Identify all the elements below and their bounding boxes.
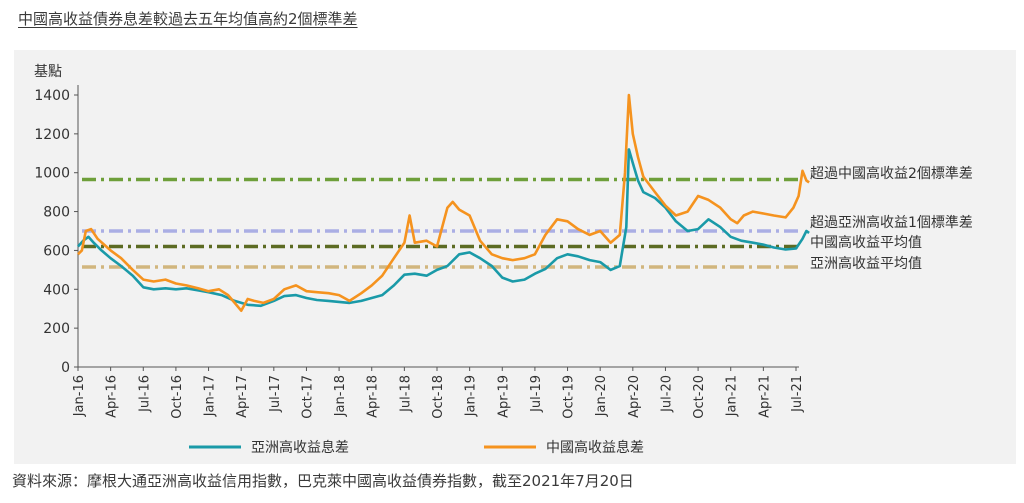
x-tick-label: Oct-17: [300, 375, 315, 419]
x-tick-label: Jul-19: [529, 375, 544, 413]
x-tick-label: Apr-21: [757, 375, 772, 418]
y-tick-label: 800: [43, 205, 70, 221]
x-tick-label: Jul-20: [659, 375, 674, 413]
y-tick-label: 1200: [34, 127, 70, 143]
x-tick-label: Jan-16: [72, 375, 87, 417]
y-tick-label: 0: [61, 360, 70, 376]
y-tick-label: 400: [43, 282, 70, 298]
x-tick-label: Apr-18: [366, 375, 381, 418]
x-tick-label: Jul-21: [790, 375, 805, 413]
x-tick-label: Apr-16: [105, 375, 120, 418]
x-tick-label: Jul-18: [398, 375, 413, 413]
x-tick-label: Jan-18: [333, 375, 348, 417]
series-line: [77, 93, 810, 312]
x-tick-label: Apr-19: [496, 375, 511, 418]
x-tick-label: Jan-21: [725, 375, 740, 417]
x-tick-label: Apr-17: [235, 375, 250, 418]
line-chart: 基點 超過中國高收益2個標準差超過亞洲高收益1個標準差中國高收益平均值亞洲高收益…: [34, 63, 973, 456]
legend-label: 中國高收益息差: [546, 439, 644, 456]
x-tick-label: Jan-17: [203, 375, 218, 417]
y-axis-unit-label: 基點: [34, 63, 62, 80]
x-tick-label: Oct-18: [431, 375, 446, 419]
y-tick-label: 200: [43, 321, 70, 337]
x-tick-label: Jul-17: [268, 375, 283, 413]
reference-line-label: 超過中國高收益2個標準差: [810, 165, 973, 182]
source-note: 資料來源：摩根大通亞洲高收益信用指數，巴克萊中國高收益債券指數，截至2021年7…: [12, 472, 634, 490]
reference-line-label: 亞洲高收益平均值: [810, 255, 922, 272]
y-tick-label: 1000: [34, 166, 70, 182]
x-tick-label: Jul-16: [137, 375, 152, 413]
y-tick-label: 600: [43, 243, 70, 259]
reference-line-label: 中國高收益平均值: [810, 234, 922, 251]
reference-line-label: 超過亞洲高收益1個標準差: [810, 214, 973, 231]
x-tick-label: Oct-16: [170, 375, 185, 419]
x-tick-label: Apr-20: [627, 375, 642, 418]
x-tick-label: Oct-20: [692, 375, 707, 419]
page-title: 中國高收益債券息差較過去五年均值高約2個標準差: [18, 10, 358, 28]
chart-panel: 基點 超過中國高收益2個標準差 超過亞洲高收益1個標準差 中國高收益平均值 亞洲高收益…: [14, 50, 1016, 464]
series-line: [77, 148, 810, 308]
x-tick-label: Oct-19: [562, 375, 577, 419]
x-tick-label: Jan-19: [464, 375, 479, 417]
legend-label: 亞洲高收益息差: [251, 439, 349, 456]
x-tick-label: Jan-20: [594, 375, 609, 417]
y-tick-label: 1400: [34, 88, 70, 104]
